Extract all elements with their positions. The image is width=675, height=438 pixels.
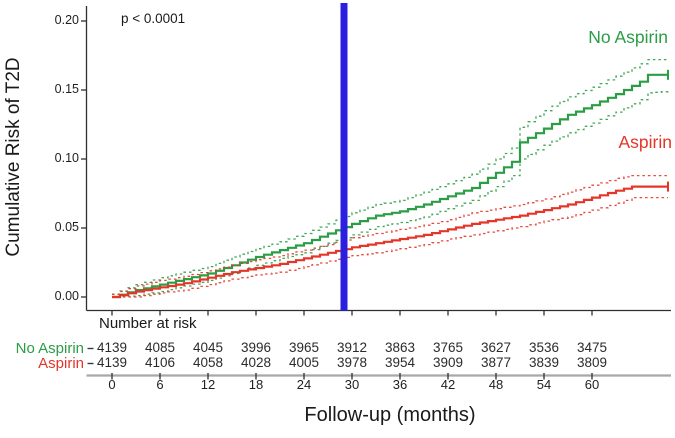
x-tick-label: 60 — [584, 377, 600, 392]
y-tick-label: 0.10 — [54, 151, 79, 165]
risk-count-cell: 4028 — [240, 355, 272, 370]
y-tick-label: 0.05 — [54, 220, 79, 234]
y-tick-label: 0.15 — [54, 82, 79, 96]
risk-count-cell: 3765 — [432, 340, 464, 355]
risk-count-cell: 4106 — [144, 355, 176, 370]
risk-count-cell: 3965 — [288, 340, 320, 355]
series-label-aspirin: Aspirin — [618, 132, 673, 152]
curve-aspirin — [112, 185, 668, 299]
risk-row-label-no-aspirin: No Aspirin — [15, 340, 84, 357]
x-tick-label: 0 — [108, 377, 116, 392]
y-axis-title: Cumulative Risk of T2D — [3, 57, 24, 257]
x-tick-label: 24 — [296, 377, 312, 392]
risk-count-cell: 3996 — [240, 340, 272, 355]
x-tick-label: 12 — [200, 377, 216, 392]
risk-count-cell: 3909 — [432, 355, 464, 370]
risk-count-cell: 4085 — [144, 340, 176, 355]
ci-ci-upper-no-aspirin — [112, 58, 668, 295]
risk-count-cell: 4058 — [192, 355, 224, 370]
risk-count-cell: 3863 — [384, 340, 416, 355]
x-tick-label: 54 — [536, 377, 552, 392]
risk-count-cell: 3627 — [480, 340, 512, 355]
x-tick-label: 6 — [156, 377, 164, 392]
risk-count-cell: 4139 — [96, 355, 128, 370]
risk-count-cell: 3978 — [336, 355, 368, 370]
ci-ci-lower-aspirin — [112, 196, 668, 298]
x-tick-label: 48 — [488, 377, 504, 392]
curve-no-aspirin — [112, 73, 668, 299]
number-at-risk-title: Number at risk — [99, 315, 197, 332]
x-axis-title: Follow-up (months) — [304, 404, 476, 426]
risk-count-cell: 3839 — [528, 355, 560, 370]
x-tick-label: 42 — [440, 377, 456, 392]
risk-count-cell: 4045 — [192, 340, 224, 355]
risk-count-cell: 3912 — [336, 340, 368, 355]
risk-count-cell: 4005 — [288, 355, 320, 370]
landmark-line — [340, 3, 348, 311]
risk-count-cell: 3954 — [384, 355, 416, 370]
risk-count-cell: 4139 — [96, 340, 128, 355]
y-tick-label: 0.20 — [54, 13, 79, 27]
x-tick-label: 36 — [392, 377, 408, 392]
ci-ci-upper-aspirin — [112, 174, 668, 295]
ci-ci-lower-no-aspirin — [112, 91, 669, 298]
risk-count-cell: 3536 — [528, 340, 560, 355]
x-tick-label: 30 — [344, 377, 360, 392]
risk-count-cell: 3475 — [576, 340, 608, 355]
series-label-no-aspirin: No Aspirin — [588, 27, 668, 47]
y-tick-label: 0.00 — [54, 289, 79, 303]
x-tick-label: 18 — [248, 377, 264, 392]
risk-count-cell: 3877 — [480, 355, 512, 370]
risk-row-label-aspirin: Aspirin — [38, 355, 84, 372]
p-value-annotation: p < 0.0001 — [121, 11, 186, 26]
risk-count-cell: 3809 — [576, 355, 608, 370]
